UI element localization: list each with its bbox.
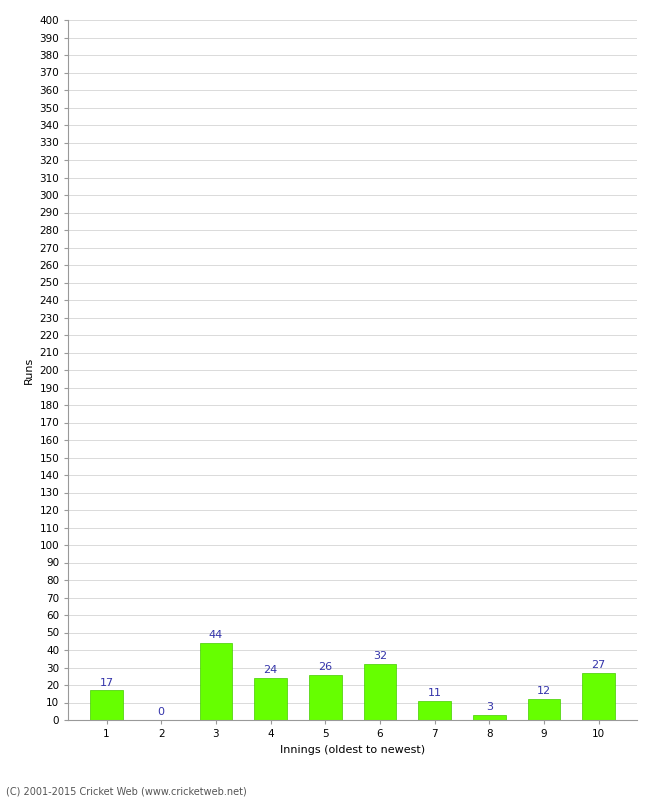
Bar	[528, 699, 560, 720]
Text: 26: 26	[318, 662, 332, 672]
Bar	[582, 673, 615, 720]
Text: 44: 44	[209, 630, 223, 640]
Bar	[473, 714, 506, 720]
Text: 17: 17	[99, 678, 114, 688]
Bar	[90, 690, 123, 720]
Text: (C) 2001-2015 Cricket Web (www.cricketweb.net): (C) 2001-2015 Cricket Web (www.cricketwe…	[6, 786, 247, 796]
Text: 24: 24	[263, 666, 278, 675]
Text: 12: 12	[537, 686, 551, 696]
Text: 0: 0	[158, 707, 164, 718]
Text: 3: 3	[486, 702, 493, 712]
Text: 27: 27	[592, 660, 606, 670]
Bar	[363, 664, 396, 720]
Y-axis label: Runs: Runs	[24, 356, 34, 384]
X-axis label: Innings (oldest to newest): Innings (oldest to newest)	[280, 745, 425, 754]
Text: 32: 32	[373, 651, 387, 662]
Bar	[418, 701, 451, 720]
Bar	[200, 643, 232, 720]
Bar	[309, 674, 342, 720]
Bar	[254, 678, 287, 720]
Text: 11: 11	[428, 688, 441, 698]
